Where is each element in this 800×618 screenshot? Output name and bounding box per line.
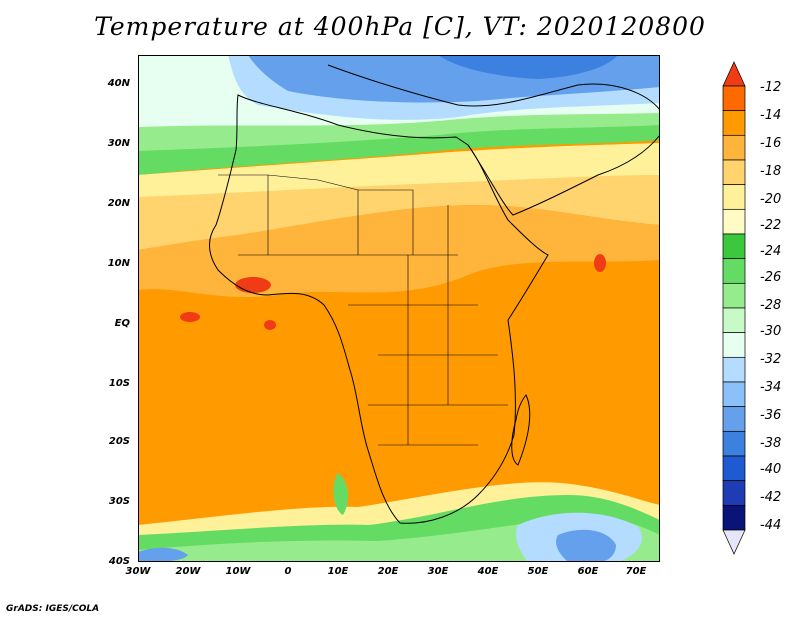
arabia-coastline [467,134,660,216]
field-hotspot-gulf [264,320,276,330]
colorbar-label: -40 [760,462,782,477]
lat-label: 40N [107,78,130,89]
lon-label: 30W [125,566,151,577]
field-band-darkblue-north [438,55,618,79]
lon-label: 40E [477,566,499,577]
colorbar-swatch [722,480,746,506]
lon-label: 20E [377,566,399,577]
lon-label: 0 [284,566,292,577]
colorbar-label: -18 [760,164,782,179]
lon-label: 50E [527,566,549,577]
map-title: Temperature at 400hPa [C], VT: 202012080… [94,12,706,41]
map-frame [138,55,660,562]
coastlines [209,64,660,524]
colorbar-swatch [722,159,746,186]
lon-label: 30E [427,566,449,577]
colorbar-swatch [722,184,746,210]
mediterranean-coastline [327,64,660,111]
border-line [267,174,359,255]
field-hotspot-indian [594,254,606,272]
colorbar-label: -20 [760,192,782,207]
lon-label: 70E [625,566,647,577]
colorbar-swatch [722,85,746,112]
lat-label: 10N [107,258,130,269]
lat-label: EQ [114,318,130,329]
colorbar-swatch [722,455,746,482]
colorbar-label: -24 [760,244,782,259]
colorbar-swatch [722,61,746,87]
lon-label: 20W [175,566,201,577]
colorbar-swatch [722,134,746,161]
lon-label: 10W [225,566,251,577]
map-field [138,55,660,562]
lat-label: 40S [108,556,130,567]
colorbar [722,61,746,555]
colorbar-label: -30 [760,324,782,339]
colorbar-swatch [722,307,746,334]
colorbar-swatch [722,233,746,260]
lat-label: 30N [107,138,130,149]
colorbar-label: -22 [760,218,782,233]
country-borders [218,174,508,446]
lat-label: 10S [108,378,130,389]
lon-label: 60E [577,566,599,577]
colorbar-label: -38 [760,436,782,451]
lat-label: 20N [107,198,130,209]
colorbar-swatch [722,381,746,408]
colorbar-label: -32 [760,352,782,367]
colorbar-label: -16 [760,136,782,151]
colorbar-swatch [722,282,746,309]
colorbar-swatch [722,406,746,432]
colorbar-swatch [722,504,746,531]
lon-label: 10E [327,566,349,577]
border-line [358,189,414,255]
temperature-map [138,55,660,562]
colorbar-label: -14 [760,108,782,123]
colorbar-label: -44 [760,518,782,533]
lat-label: 30S [108,496,130,507]
colorbar-label: -26 [760,270,782,285]
field-band-blue-south [556,529,616,562]
colorbar-label: -36 [760,408,782,423]
colorbar-label: -42 [760,490,782,505]
field-hotspot-atlantic [180,312,200,322]
lat-label: 20S [108,436,130,447]
colorbar-swatch [722,332,746,358]
colorbar-label: -28 [760,298,782,313]
field-band-blue-southwest [138,547,188,562]
madagascar-coastline [511,394,531,466]
colorbar-swatch [722,208,746,235]
colorbar-swatch [722,258,746,284]
field-hotspot-westafrica [235,277,271,293]
colorbar-swatch [722,430,746,457]
field-green-patch [333,473,349,515]
colorbar-label: -34 [760,380,782,395]
credit-text: GrADS: IGES/COLA [6,604,100,614]
field-band-lightorange [138,205,660,298]
colorbar-swatch [722,529,746,555]
colorbar-label: -12 [760,80,782,95]
field-band-paleyellow [138,143,660,197]
colorbar-swatch [722,110,746,136]
colorbar-swatch [722,356,746,383]
